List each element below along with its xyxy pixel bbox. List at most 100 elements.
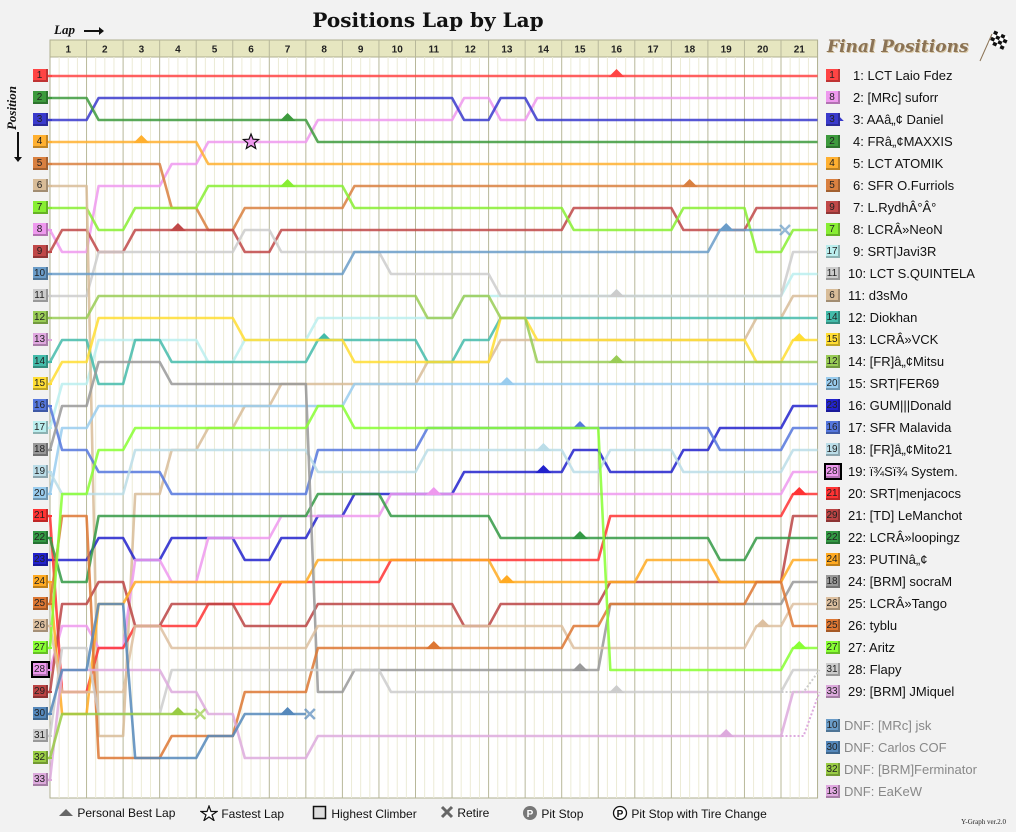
personal-best-marker [754, 619, 771, 627]
personal-best-marker [169, 707, 186, 715]
x-icon [440, 805, 454, 819]
grid-stub [48, 405, 52, 407]
grid-badge: 24 [33, 575, 48, 588]
driver-line[interactable] [46, 294, 818, 364]
personal-best-marker [718, 729, 735, 737]
grid-stub [48, 713, 52, 715]
driver-line[interactable] [46, 668, 818, 782]
driver-line[interactable] [46, 140, 818, 166]
lap-header: 5 [212, 45, 218, 56]
driver-line[interactable] [46, 448, 818, 496]
grid-stub [48, 295, 52, 297]
retire-marker [303, 708, 316, 720]
personal-best-marker [681, 179, 698, 187]
personal-best-marker [498, 575, 515, 583]
grid-stub [48, 273, 52, 275]
driver-line[interactable] [46, 404, 818, 496]
grid-stub [48, 251, 52, 253]
grid-badge: 30 [33, 707, 48, 720]
grid-badge: 9 [826, 201, 840, 214]
chart-title: Positions Lap by Lap [312, 8, 544, 32]
lap-header: 6 [248, 45, 254, 56]
personal-best-marker [791, 487, 808, 495]
lap-header: 19 [721, 45, 733, 56]
personal-best-marker [498, 377, 515, 385]
position-arrow-icon [14, 132, 22, 162]
driver-name: 5: LCT ATOMIK [853, 156, 944, 171]
grid-stub [48, 625, 52, 627]
grid-badge: 25 [826, 619, 840, 632]
driver-line[interactable] [46, 492, 818, 694]
grid-badge: 9 [33, 245, 48, 258]
grid-badge: 19 [826, 443, 840, 456]
grid-badge: 1 [826, 69, 840, 82]
driver-name: 6: SFR O.Furriols [853, 178, 955, 193]
driver-name: 22: LCRÂ»loopingz [848, 530, 961, 545]
driver-line[interactable] [46, 514, 818, 760]
grid-stub [48, 493, 52, 495]
grid-badge: 32 [33, 751, 48, 764]
grid-stub [48, 163, 52, 165]
legend-personal-best: Personal Best Lap [58, 805, 175, 821]
grid-badge: 15 [826, 333, 840, 346]
checkered-flag-icon [979, 30, 1008, 62]
lap-header: 15 [574, 45, 586, 56]
driver-line[interactable] [46, 316, 818, 386]
driver-line[interactable] [46, 96, 818, 122]
driver-name: 13: LCRÂ»VCK [848, 332, 939, 347]
personal-best-marker [608, 685, 625, 693]
driver-name: 11: d3sMo [848, 288, 908, 303]
driver-line[interactable] [46, 184, 818, 254]
personal-best-marker [571, 663, 588, 671]
lap-header: 3 [139, 45, 145, 56]
grid-stub [48, 515, 52, 517]
driver-line[interactable] [46, 404, 818, 672]
grid-badge: 22 [826, 531, 840, 544]
grid-badge: 23 [826, 399, 840, 412]
driver-line[interactable] [46, 316, 818, 386]
driver-name: 23: PUTINâ„¢ [848, 552, 928, 567]
driver-name: 24: [BRM] socraM [848, 574, 953, 589]
personal-best-marker [608, 355, 625, 363]
driver-line[interactable] [46, 228, 781, 276]
lap-header: 21 [794, 45, 806, 56]
grid-badge: 31 [826, 663, 840, 676]
grid-stub [48, 691, 52, 693]
lap-header: 1 [65, 45, 71, 56]
lapped-connector [781, 669, 821, 693]
triangle-icon [59, 809, 73, 816]
driver-line[interactable] [46, 382, 818, 496]
driver-name: 9: SRT|Javi3R [853, 244, 937, 259]
pit-tire-icon: P [612, 805, 628, 821]
driver-line[interactable] [46, 492, 818, 584]
driver-name: 27: Aritz [848, 640, 895, 655]
grid-badge: 14 [826, 311, 840, 324]
lap-header: 18 [684, 45, 696, 56]
driver-name: 26: tyblu [848, 618, 898, 633]
grid-badge: 33 [826, 685, 840, 698]
grid-stub [48, 229, 52, 231]
grid-stub [48, 603, 52, 605]
lap-header: 16 [611, 45, 623, 56]
grid-badge: 3 [33, 113, 48, 126]
driver-line[interactable] [46, 96, 818, 144]
lap-header: 12 [465, 45, 477, 56]
grid-stub [48, 669, 52, 671]
driver-name: DNF: EaKeW [844, 784, 923, 799]
driver-line[interactable] [46, 228, 818, 298]
personal-best-marker [718, 223, 735, 231]
lap-header: 20 [757, 45, 769, 56]
grid-badge: 29 [826, 509, 840, 522]
grid-stub [48, 449, 52, 451]
grid-badge: 31 [33, 729, 48, 742]
square-icon [312, 805, 327, 820]
pit-stop-icon: P [523, 806, 537, 820]
driver-name: 19: ï¾Sï¾ System. [848, 464, 958, 479]
grid-stub [48, 647, 52, 649]
driver-name: 25: LCRÂ»Tango [848, 596, 948, 611]
driver-line[interactable] [46, 96, 818, 254]
driver-line[interactable] [46, 602, 818, 694]
legend-fastest-lap-label: Fastest Lap [221, 807, 285, 821]
driver-line[interactable] [46, 602, 306, 760]
grid-badge: 6 [826, 289, 840, 302]
